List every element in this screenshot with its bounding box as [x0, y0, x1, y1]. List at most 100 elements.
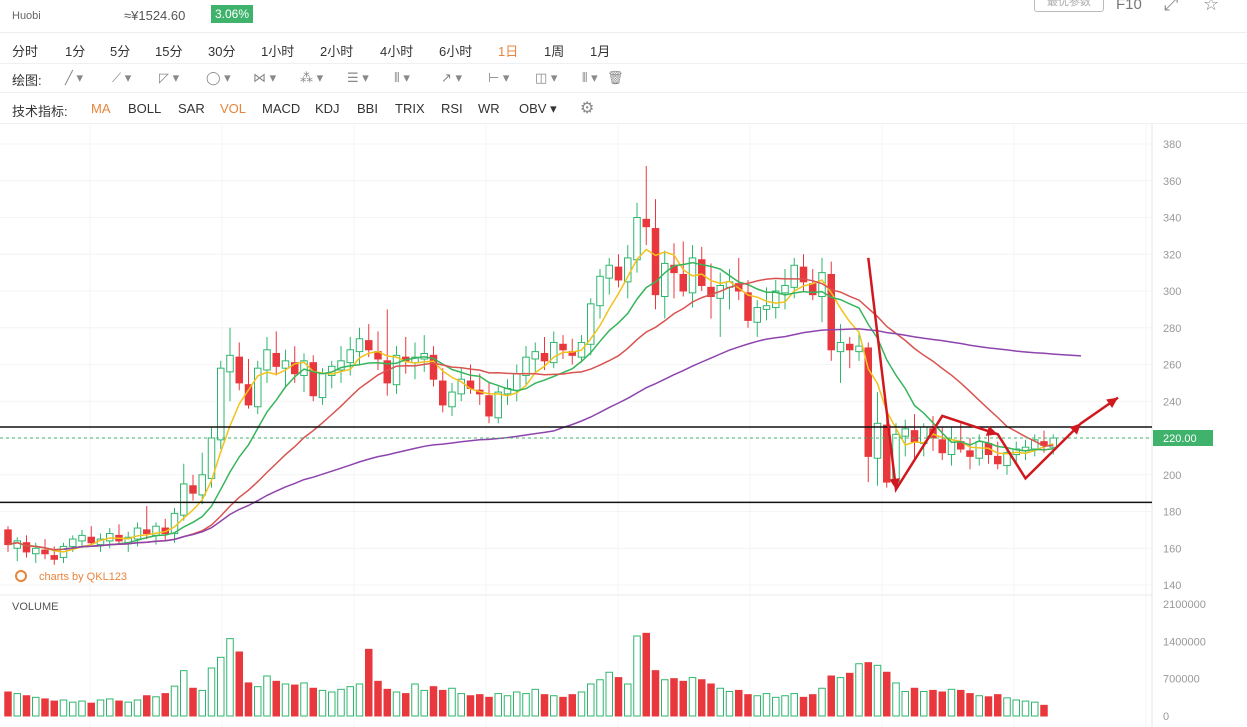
volume-bar: [513, 691, 521, 717]
timeframe-tab[interactable]: 1小时: [261, 44, 295, 59]
arrow-tool-icon[interactable]: ↗ ▾: [441, 70, 463, 85]
volume-bar: [873, 664, 882, 717]
candle-body: [753, 307, 761, 323]
volume-bar: [115, 700, 123, 717]
candle-body: [864, 347, 872, 457]
candle-body: [846, 343, 854, 351]
optimal-params-button[interactable]: 最优参数: [1034, 0, 1104, 12]
volume-bar: [559, 696, 567, 717]
ray-tool-icon[interactable]: ⟋ ▾: [112, 70, 132, 85]
line-tool-icon[interactable]: ╱ ▾: [65, 70, 83, 85]
price-tick-label: 360: [1163, 176, 1181, 188]
timeframe-tab[interactable]: 4小时: [380, 44, 414, 59]
timeframe-tab[interactable]: 5分: [110, 44, 131, 59]
indicator-boll[interactable]: BOLL: [128, 101, 162, 116]
volume-bar: [207, 667, 216, 717]
candle-body: [772, 290, 780, 309]
volume-bar: [217, 656, 225, 717]
indicator-sar[interactable]: SAR: [178, 101, 205, 116]
volume-bar: [402, 693, 410, 717]
volume-bar: [355, 683, 364, 717]
indicator-macd[interactable]: MACD: [262, 101, 301, 116]
indicator-wr[interactable]: WR: [478, 101, 500, 116]
bars-tool-icon[interactable]: ⫴ ▾: [582, 70, 598, 85]
candlestick-chart[interactable]: 3803603403203002802602402202001801601402…: [0, 124, 1247, 727]
ma5-line: [7, 248, 1054, 553]
current-price-label: 220.00: [1163, 433, 1197, 445]
volume-bar: [864, 662, 872, 717]
candle-body: [226, 354, 234, 373]
circle-tool-icon[interactable]: ◯ ▾: [206, 70, 231, 85]
indicator-bbi[interactable]: BBI: [357, 101, 378, 116]
volume-bar: [846, 672, 854, 717]
pattern-tool-icon[interactable]: ⁂ ▾: [300, 70, 324, 85]
candle-body: [1049, 437, 1057, 448]
candle-body: [513, 373, 521, 391]
candle-body: [180, 483, 188, 516]
candle-body: [309, 362, 317, 397]
timeframe-tab[interactable]: 2小时: [320, 44, 354, 59]
volume-bar: [596, 679, 604, 717]
volume-bar: [522, 693, 530, 717]
volume-bar: [244, 682, 253, 717]
timeframe-tab[interactable]: 1分: [65, 44, 86, 59]
expand-icon[interactable]: ⤢: [1164, 0, 1179, 14]
timeframe-tab[interactable]: 15分: [155, 44, 183, 59]
indicator-kdj[interactable]: KDJ: [315, 101, 340, 116]
indicator-rsi[interactable]: RSI: [441, 101, 463, 116]
candle-body: [429, 354, 438, 380]
indicator-ma[interactable]: MA: [91, 101, 111, 116]
candle-body: [707, 286, 715, 298]
indicator-trix[interactable]: TRIX: [395, 101, 425, 116]
candle-body: [50, 555, 58, 560]
trash-icon[interactable]: 🗑: [607, 70, 624, 85]
volume-bar: [809, 694, 817, 717]
candle-body: [975, 441, 983, 459]
indicator-obv[interactable]: OBV ▾: [519, 101, 557, 116]
candle-body: [87, 536, 95, 544]
volume-bar: [337, 688, 345, 717]
volume-bar: [439, 689, 447, 717]
indicator-vol[interactable]: VOL: [220, 101, 247, 116]
timeframe-tab[interactable]: 分时: [12, 44, 39, 59]
volume-bar: [994, 694, 1002, 717]
volume-bar: [1012, 699, 1020, 717]
price-tick-label: 380: [1163, 139, 1181, 151]
fib-tool-icon[interactable]: ☰ ▾: [347, 70, 369, 85]
candle-body: [346, 349, 354, 364]
volume-bar: [966, 693, 974, 717]
candle-body: [217, 367, 225, 441]
candle-body: [938, 439, 946, 454]
volume-bar: [106, 698, 114, 717]
volume-label: VOLUME: [12, 601, 58, 613]
volume-bar: [318, 689, 327, 717]
timeframe-tab[interactable]: 1周: [544, 44, 565, 59]
price-tick-label: 160: [1163, 543, 1181, 555]
candle-body: [291, 362, 299, 375]
parallel-channel-icon[interactable]: ◸ ▾: [159, 70, 180, 85]
timeframe-tab[interactable]: 30分: [208, 44, 236, 59]
timeframe-tab[interactable]: 1日: [498, 44, 519, 59]
draw-label: 绘图:: [12, 73, 42, 88]
callout-tool-icon[interactable]: ◫ ▾: [535, 70, 558, 85]
volume-bar: [309, 687, 317, 717]
candle-body: [901, 428, 909, 437]
candle-body: [781, 284, 789, 294]
timeframe-tab[interactable]: 1月: [590, 44, 611, 59]
candle-body: [337, 360, 345, 371]
f10-button[interactable]: F10: [1116, 0, 1142, 13]
candle-body: [605, 264, 613, 279]
volume-bar: [41, 698, 49, 717]
volume-bar: [485, 696, 493, 717]
volume-bar: [291, 684, 299, 717]
range-tool-icon[interactable]: ⊢ ▾: [488, 70, 510, 85]
volume-bar: [910, 687, 919, 717]
timeframe-tab[interactable]: 6小时: [439, 44, 473, 59]
star-icon[interactable]: ☆: [1203, 0, 1220, 14]
candle-body: [873, 422, 882, 459]
volume-bar: [633, 635, 641, 717]
settings-gear-icon[interactable]: ⚙: [580, 100, 595, 117]
zigzag-tool-icon[interactable]: ⋈ ▾: [253, 70, 277, 85]
candle-body: [448, 391, 456, 408]
gann-tool-icon[interactable]: ⦀ ▾: [394, 70, 410, 85]
